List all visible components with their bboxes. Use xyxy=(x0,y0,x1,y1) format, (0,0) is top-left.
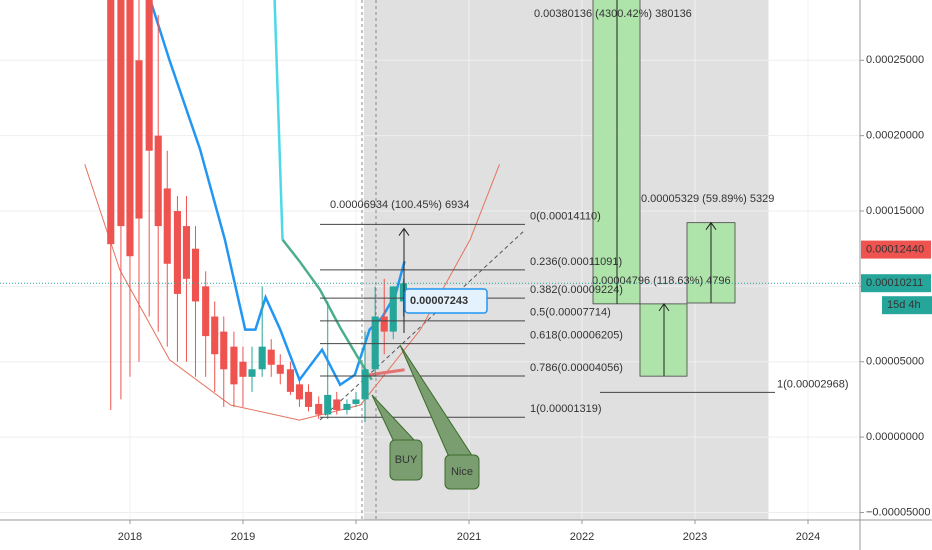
measure-label: 0.00380136 (4300.42%) 380136 xyxy=(534,8,692,20)
candle-body xyxy=(182,226,191,279)
indicator-line xyxy=(281,238,373,381)
candle-body xyxy=(276,364,284,374)
x-tick-label: 2023 xyxy=(683,531,707,543)
y-tick-label: 0.00005000 xyxy=(866,356,924,368)
countdown-tag xyxy=(882,296,932,315)
indicator-line xyxy=(273,0,284,240)
measure-label: 0.00006934 (100.45%) 6934 xyxy=(330,199,469,211)
candle-body xyxy=(361,369,369,400)
measure-label: 0.00004796 (118.63%) 4796 xyxy=(592,275,731,287)
fib-label: 0.786(0.00004056) xyxy=(530,362,623,374)
candle-body xyxy=(220,331,228,370)
candle-body xyxy=(343,403,351,410)
fib-label: 0.5(0.00007714) xyxy=(530,307,611,319)
plot-area xyxy=(0,0,860,520)
y-tick-label: −0.00005000 xyxy=(866,506,931,518)
price-tag-text: 0.00012440 xyxy=(866,244,924,256)
arrow-head xyxy=(705,221,717,230)
y-tick-label: 0.00000000 xyxy=(866,431,924,443)
callout-text: BUY xyxy=(395,454,418,466)
price-tag xyxy=(861,274,931,293)
candle-body xyxy=(399,283,408,302)
candle-body xyxy=(163,188,171,264)
candle-body xyxy=(230,346,238,385)
trend-line xyxy=(319,229,526,421)
arrow-head xyxy=(398,227,410,236)
x-tick-label: 2021 xyxy=(457,531,481,543)
countdown-text: 15d 4h xyxy=(887,299,921,311)
candle-body xyxy=(389,286,397,332)
candle-body xyxy=(135,60,143,219)
callout-box xyxy=(389,439,423,481)
x-tick-label: 2018 xyxy=(118,531,142,543)
y-tick-label: 0.00015000 xyxy=(866,205,924,217)
fib-label: 0.618(0.00006205) xyxy=(530,329,623,341)
arrow-head xyxy=(658,303,670,312)
candle-body xyxy=(154,135,162,227)
candle-body xyxy=(304,391,313,407)
candle-body xyxy=(295,384,304,400)
candle-body xyxy=(145,0,153,151)
price-tag xyxy=(861,240,931,259)
callout-box xyxy=(444,454,480,490)
candle-body xyxy=(239,361,247,377)
candle-body xyxy=(211,316,219,355)
candle-body xyxy=(267,349,275,365)
note-text: 0.00007243 xyxy=(410,295,468,307)
fib-label: 0.236(0.00011091) xyxy=(530,256,622,268)
callout-text: Nice xyxy=(451,466,473,478)
candle-body xyxy=(107,0,115,245)
candle-body xyxy=(258,346,266,370)
candle-body xyxy=(202,286,210,337)
candle-body xyxy=(286,369,294,392)
candle-body xyxy=(248,369,256,377)
candle-body xyxy=(191,248,200,302)
candle-body xyxy=(352,399,360,404)
x-tick-label: 2019 xyxy=(231,531,255,543)
x-tick-label: 2022 xyxy=(570,531,594,543)
candle-body xyxy=(324,394,332,415)
candle-body xyxy=(173,211,181,294)
fib-label: 0.382(0.00009224) xyxy=(530,284,623,296)
measure-label: 0.00005329 (59.89%) 5329 xyxy=(641,193,774,205)
candle-body xyxy=(126,0,134,257)
x-tick-label: 2024 xyxy=(796,531,820,543)
candle-body xyxy=(333,399,341,410)
fib-label: 0(0.00014110) xyxy=(530,210,601,222)
y-tick-label: 0.00025000 xyxy=(866,54,924,66)
x-tick-label: 2020 xyxy=(344,531,368,543)
candle-body xyxy=(380,316,388,332)
y-tick-label: 0.00020000 xyxy=(866,130,924,142)
note-box xyxy=(404,288,488,314)
candle-body xyxy=(315,403,323,415)
price-tag-text: 0.00010211 xyxy=(866,277,923,289)
fib-label: 1(0.00002968) xyxy=(777,378,849,390)
candle-body xyxy=(117,0,125,227)
candle-body xyxy=(371,316,379,370)
fib-label: 1(0.00001319) xyxy=(530,403,602,415)
